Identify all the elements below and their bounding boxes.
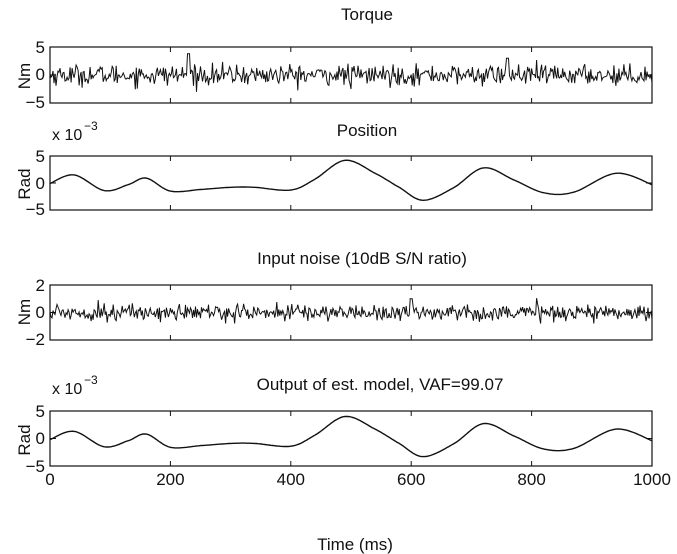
y-tick-label: 2 (36, 276, 45, 295)
x-tick-label: 0 (45, 470, 54, 489)
scale-exponent: −3 (84, 119, 98, 133)
y-tick-label: 0 (36, 174, 45, 193)
axis-ticks (49, 410, 653, 467)
y-axis-label: Rad (15, 168, 34, 199)
y-tick-label: −2 (26, 330, 45, 349)
panel-title: Output of est. model, VAF=99.07 (257, 375, 504, 394)
scale-note: x 10 (52, 381, 82, 398)
x-tick-label: 400 (277, 470, 305, 489)
series-line (49, 415, 653, 458)
series-line (49, 53, 653, 92)
panel-position: x 10 −3 Position Rad 5 0 −5 (15, 119, 653, 219)
y-tick-label: 0 (36, 429, 45, 448)
y-tick-label: 5 (36, 402, 45, 421)
panel-torque: Torque Nm 5 0 −5 (15, 5, 653, 112)
y-axis-label: Rad (15, 424, 34, 455)
axis-ticks (49, 155, 653, 211)
x-tick-label: 800 (517, 470, 545, 489)
series-line (49, 298, 653, 324)
axis-ticks (49, 284, 653, 341)
panel-title: Input noise (10dB S/N ratio) (257, 249, 467, 268)
series-line (49, 159, 653, 202)
x-axis-label: Time (ms) (317, 535, 393, 554)
y-axis-label: Nm (15, 63, 34, 89)
y-tick-label: −5 (26, 457, 45, 476)
axes-frame (49, 410, 653, 467)
x-tick-label: 200 (156, 470, 184, 489)
panel-title: Torque (341, 5, 393, 24)
y-tick-label: 0 (36, 65, 45, 84)
scale-exponent: −3 (84, 373, 98, 387)
y-tick-label: −5 (26, 93, 45, 112)
x-tick-labels: 0 200 400 600 800 1000 (45, 470, 671, 489)
y-axis-label: Nm (15, 299, 34, 325)
y-tick-label: 5 (36, 38, 45, 57)
y-tick-label: 0 (36, 303, 45, 322)
x-tick-label: 1000 (633, 470, 671, 489)
panel-input-noise: Input noise (10dB S/N ratio) Nm 2 0 −2 (15, 249, 653, 349)
y-tick-label: −5 (26, 200, 45, 219)
y-tick-label: 5 (36, 147, 45, 166)
panel-title: Position (337, 121, 397, 140)
panel-output-model: x 10 −3 Output of est. model, VAF=99.07 … (15, 373, 671, 554)
scale-note: x 10 (52, 127, 82, 144)
x-tick-label: 600 (397, 470, 425, 489)
axes-frame (49, 155, 653, 211)
